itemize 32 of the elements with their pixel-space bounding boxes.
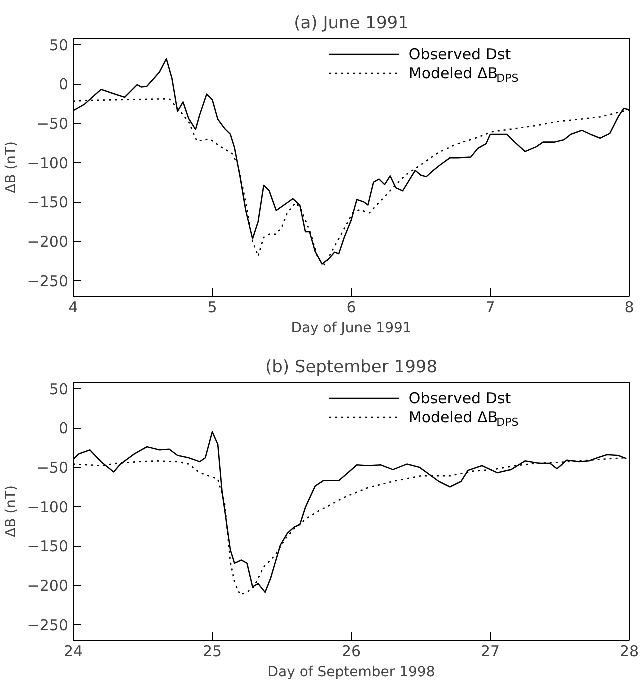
y-tick-label: 0 <box>58 76 69 94</box>
legend-label: Observed Dst <box>408 46 512 64</box>
y-tick-label: −100 <box>27 498 69 516</box>
x-tick-label: 5 <box>208 298 218 316</box>
y-axis-title: ΔB (nT) <box>3 486 20 538</box>
y-tick-label: −200 <box>27 576 69 595</box>
x-tick-label: 25 <box>202 642 222 660</box>
y-tick-label: −150 <box>27 194 69 212</box>
y-tick-label: −250 <box>27 616 69 634</box>
x-tick-label: 24 <box>64 642 84 660</box>
legend-label: Observed Dst <box>408 390 512 408</box>
y-tick-label: −150 <box>27 538 69 556</box>
chart-title: (a) June 1991 <box>294 14 409 34</box>
x-tick-label: 27 <box>480 642 500 660</box>
x-axis-title: Day of June 1991 <box>291 320 412 336</box>
y-tick-label: −100 <box>27 154 69 172</box>
y-tick-label: 50 <box>49 380 69 398</box>
y-tick-label: 0 <box>58 420 69 438</box>
chart-title: (b) September 1998 <box>265 358 438 378</box>
x-tick-label: 28 <box>620 642 640 660</box>
x-axis-title: Day of September 1998 <box>268 664 436 680</box>
x-tick-label: 4 <box>68 298 78 316</box>
y-tick-label: −250 <box>27 272 69 290</box>
y-tick-label: −50 <box>36 114 68 133</box>
x-tick-label: 8 <box>624 298 634 316</box>
y-tick-label: −50 <box>36 458 68 477</box>
y-axis-title: ΔB (nT) <box>3 142 20 194</box>
x-tick-label: 26 <box>342 642 362 660</box>
x-tick-label: 7 <box>486 298 496 316</box>
y-tick-label: −200 <box>27 232 69 251</box>
x-tick-label: 6 <box>346 298 356 316</box>
y-tick-label: 50 <box>49 36 69 54</box>
